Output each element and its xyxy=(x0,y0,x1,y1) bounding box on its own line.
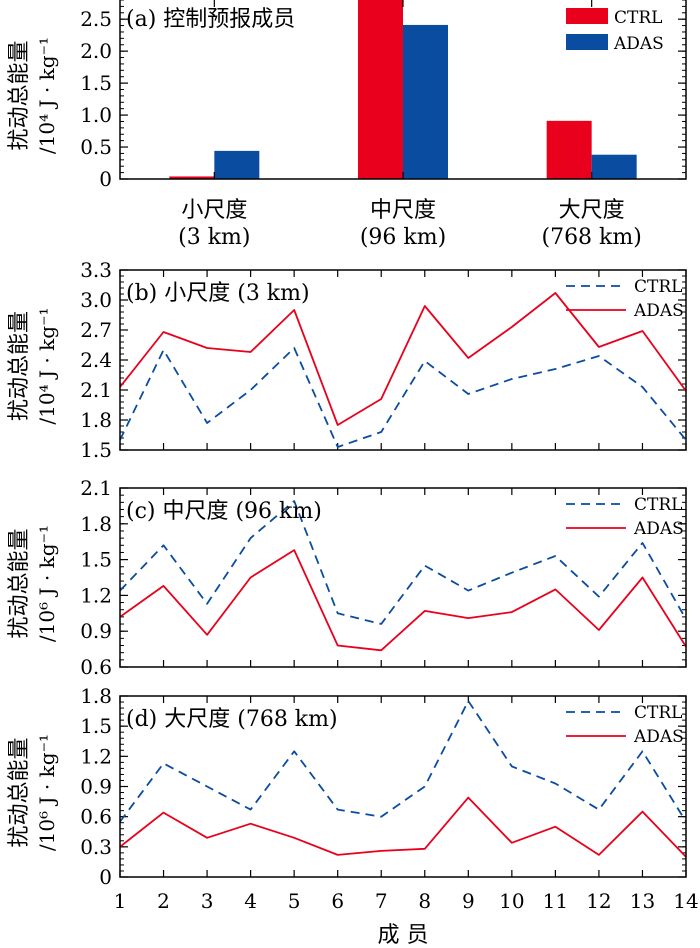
y-tick-label: 0.6 xyxy=(80,655,112,679)
series-line-ctrl xyxy=(119,700,687,823)
x-tick-label: 中尺度 xyxy=(370,198,436,223)
legend-swatch-adas xyxy=(566,34,608,50)
series-line-adas xyxy=(119,292,687,426)
y-axis-label-group: 扰动总能量/10⁶ J · kg⁻¹ xyxy=(7,734,59,851)
y-tick-label: 3.3 xyxy=(80,258,112,282)
x-tick-label: 8 xyxy=(418,889,431,913)
y-tick-label: 2.0 xyxy=(80,39,112,63)
y-tick-label: 1.5 xyxy=(80,548,112,572)
x-tick-label: 11 xyxy=(543,889,568,913)
x-tick-label: 6 xyxy=(331,889,344,913)
x-tick-label: 4 xyxy=(244,889,257,913)
x-tick-label: 3 xyxy=(201,889,214,913)
y-tick-label: 0 xyxy=(99,167,112,191)
x-tick-label: 9 xyxy=(462,889,475,913)
y-tick-label: 1.5 xyxy=(80,438,112,462)
plot-frame xyxy=(119,269,687,451)
panel-title: (a) 控制预报成员 xyxy=(126,7,295,32)
series-line-adas xyxy=(119,549,687,652)
legend-label: CTRL xyxy=(634,495,682,515)
y-axis-unit: /10⁶ J · kg⁻¹ xyxy=(35,525,59,642)
x-tick-label: 5 xyxy=(288,889,301,913)
legend-label: ADAS xyxy=(633,301,684,321)
legend-label: CTRL xyxy=(634,277,682,297)
y-tick-label: 0 xyxy=(99,865,112,889)
y-tick-label: 1.0 xyxy=(80,103,112,127)
y-axis-label: 扰动总能量 xyxy=(7,311,32,421)
y-tick-label: 1.8 xyxy=(80,512,112,536)
y-axis-label-group: 扰动总能量/10⁴ J · kg⁻¹ xyxy=(7,37,59,154)
y-axis-unit: /10⁴ J · kg⁻¹ xyxy=(35,307,59,424)
x-tick-label: 7 xyxy=(375,889,388,913)
y-tick-label: 1.2 xyxy=(80,744,112,768)
plot-frame xyxy=(119,487,687,668)
panel-title: (b) 小尺度 (3 km) xyxy=(126,281,310,306)
y-tick-label: 2.7 xyxy=(80,318,112,342)
x-tick-label: 14 xyxy=(673,889,698,913)
y-axis-unit: /10⁶ J · kg⁻¹ xyxy=(35,734,59,851)
y-tick-label: 0.9 xyxy=(80,775,112,799)
x-axis-label: 成 员 xyxy=(378,923,429,948)
y-tick-label: 2.5 xyxy=(80,7,112,31)
bar-adas xyxy=(403,24,448,179)
y-tick-label: 2.4 xyxy=(80,348,112,372)
legend-label: CTRL xyxy=(614,8,662,28)
y-axis-label-group: 扰动总能量/10⁴ J · kg⁻¹ xyxy=(7,307,59,424)
bar-adas xyxy=(591,154,637,179)
legend-label: ADAS xyxy=(613,34,664,54)
series-line-ctrl xyxy=(119,347,687,448)
x-tick-sublabel: (96 km) xyxy=(360,225,446,250)
panel-title: (c) 中尺度 (96 km) xyxy=(126,499,322,524)
y-axis-label: 扰动总能量 xyxy=(7,737,32,847)
x-tick-label: 10 xyxy=(499,889,524,913)
y-tick-label: 0.9 xyxy=(80,619,112,643)
x-tick-label: 大尺度 xyxy=(559,198,625,223)
x-tick-sublabel: (768 km) xyxy=(541,225,641,250)
y-tick-label: 0.6 xyxy=(80,805,112,829)
legend-label: ADAS xyxy=(633,519,684,539)
bar-ctrl xyxy=(546,120,592,179)
y-tick-label: 0.3 xyxy=(80,835,112,859)
x-tick-label: 12 xyxy=(586,889,611,913)
y-tick-label: 1.5 xyxy=(80,714,112,738)
y-tick-label: 2.1 xyxy=(80,476,112,500)
y-tick-label: 1.8 xyxy=(80,408,112,432)
y-tick-label: 2.1 xyxy=(80,378,112,402)
legend-label: ADAS xyxy=(633,727,684,747)
y-axis-label: 扰动总能量 xyxy=(7,528,32,638)
y-tick-label: 0.5 xyxy=(80,135,112,159)
legend-swatch-ctrl xyxy=(566,8,608,24)
panel-title: (d) 大尺度 (768 km) xyxy=(126,707,338,732)
series-line-adas xyxy=(119,796,687,858)
bar-ctrl xyxy=(358,0,403,179)
y-axis-label-group: 扰动总能量/10⁶ J · kg⁻¹ xyxy=(7,525,59,642)
y-tick-label: 1.8 xyxy=(80,684,112,708)
x-tick-label: 13 xyxy=(630,889,655,913)
y-tick-label: 1.2 xyxy=(80,583,112,607)
legend-label: CTRL xyxy=(634,703,682,723)
series-line-ctrl xyxy=(119,500,687,625)
plot-frame xyxy=(119,0,687,180)
y-tick-label: 1.5 xyxy=(80,71,112,95)
bar-adas xyxy=(214,150,260,179)
plot-frame xyxy=(119,695,687,878)
x-tick-label: 1 xyxy=(114,889,127,913)
y-axis-label: 扰动总能量 xyxy=(7,40,32,150)
bar-ctrl xyxy=(169,176,215,179)
x-tick-sublabel: (3 km) xyxy=(178,225,250,250)
y-axis-unit: /10⁴ J · kg⁻¹ xyxy=(35,37,59,154)
y-tick-label: 3.0 xyxy=(80,288,112,312)
x-tick-label: 2 xyxy=(157,889,170,913)
x-tick-label: 小尺度 xyxy=(181,198,247,223)
